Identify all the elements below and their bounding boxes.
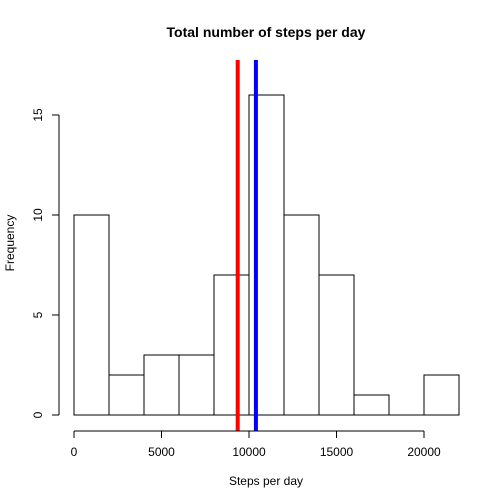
x-tick-label-1: 5000 [148,445,175,459]
x-axis: 0 5000 10000 15000 20000 [71,430,441,459]
y-tick-label-1: 5 [31,311,45,318]
histogram-bar-4 [213,274,250,416]
x-tick-label-0: 0 [71,445,78,459]
x-axis-label: Steps per day [229,474,303,488]
y-tick-label-3: 15 [31,108,45,122]
y-tick-label-0: 0 [31,411,45,418]
x-tick-label-4: 20000 [407,445,441,459]
y-axis-label: Frequency [3,215,17,272]
y-axis: 0 5 10 15 [31,108,60,418]
chart-title: Total number of steps per day [167,24,366,40]
histogram-bars [73,94,460,416]
histogram-bar-3 [178,354,215,416]
x-tick-label-2: 10000 [232,445,266,459]
histogram-bar-10 [423,374,460,416]
y-tick-label-2: 10 [31,208,45,222]
histogram-bar-2 [143,354,180,416]
histogram-bar-7 [318,274,355,416]
reference-lines [235,60,258,431]
x-tick-label-3: 15000 [320,445,354,459]
histogram-bar-1 [108,374,145,416]
histogram-bar-0 [73,214,110,416]
histogram-bar-8 [353,394,390,416]
histogram-bar-6 [283,214,320,416]
